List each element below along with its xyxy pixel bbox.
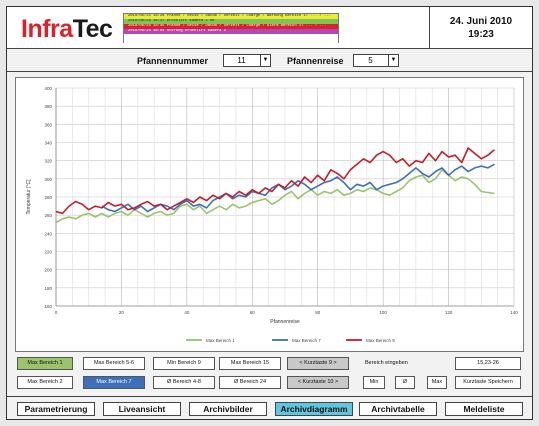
y-tick-label: 360: [44, 122, 52, 127]
max-bereich-1-button[interactable]: Max Bereich 1: [17, 357, 73, 370]
y-tick-label: 300: [44, 177, 52, 182]
x-axis-label: Pfannenreise: [270, 319, 300, 325]
series-line: [55, 147, 495, 215]
nav-archivbilder[interactable]: Archivbilder: [189, 402, 267, 416]
y-tick-label: 180: [44, 286, 52, 291]
kurztaste-9-button[interactable]: < Kurztaste 9 >: [287, 357, 349, 370]
x-tick-label: 40: [184, 310, 190, 315]
x-tick-label: 140: [510, 310, 518, 315]
date-time-display: 24. Juni 2010 19:23: [429, 7, 532, 48]
message-item[interactable]: 2010/06/24 18:45 Pfanne / Reise / Datum …: [124, 24, 338, 29]
pfanne-selector-row: Pfannennummer 11 ▼ Pfannenreise 5 ▼: [7, 50, 532, 72]
x-tick-label: 0: [55, 310, 58, 315]
nav-parametrierung[interactable]: Parametrierung: [17, 402, 95, 416]
chevron-down-icon: ▼: [260, 55, 270, 66]
min-button[interactable]: Min: [363, 376, 385, 389]
avg-bereich-24-button[interactable]: Ø Bereich 24: [219, 376, 281, 389]
x-tick-label: 60: [250, 310, 256, 315]
message-item[interactable]: 2010/06/24 18:17 Drucklift Kamera 1 OK: [124, 19, 338, 24]
message-item[interactable]: 2010/06/24 18:04 Störung Drucklift Kamer…: [124, 29, 338, 34]
message-item-empty: [124, 39, 338, 44]
bottom-navigation: Parametrierung Liveansicht Archivbilder …: [7, 396, 532, 420]
y-tick-label: 380: [44, 104, 52, 109]
series-line: [55, 169, 495, 224]
legend-label: Max Bereich 7: [292, 338, 321, 343]
max-bereich-5-6-button[interactable]: Max Bereich 5-6: [83, 357, 145, 370]
y-tick-label: 280: [44, 195, 52, 200]
y-tick-label: 200: [44, 268, 52, 273]
message-panel[interactable]: 2010/06/24 18:28 Pfanne / Reise / Datum …: [123, 13, 339, 44]
header: InfraTec 2010/06/24 18:28 Pfanne / Reise…: [7, 7, 532, 49]
y-tick-label: 260: [44, 213, 52, 218]
x-tick-label: 100: [379, 310, 387, 315]
message-item[interactable]: 2010/06/24 18:28 Pfanne / Reise / Datum …: [124, 14, 338, 19]
max-bereich-15-button[interactable]: Max Bereich 15: [219, 357, 281, 370]
x-tick-label: 80: [315, 310, 321, 315]
max-button[interactable]: Max: [427, 376, 447, 389]
series-line: [101, 163, 495, 213]
kurztaste-10-button[interactable]: < Kurztaste 10 >: [287, 376, 349, 389]
main-frame: InfraTec 2010/06/24 18:28 Pfanne / Reise…: [6, 6, 533, 420]
legend-label: Max Bereich 9: [366, 338, 395, 343]
date-text: 24. Juni 2010: [449, 16, 513, 27]
message-item-empty: [124, 34, 338, 39]
nav-liveansicht[interactable]: Liveansicht: [103, 402, 181, 416]
x-tick-label: 120: [445, 310, 453, 315]
max-bereich-2-button[interactable]: Max Bereich 2: [17, 376, 73, 389]
infratec-logo: InfraTec: [21, 15, 113, 43]
chevron-down-icon: ▼: [388, 55, 398, 66]
bereich-eingeben-label: Bereich eingeben: [365, 360, 408, 366]
pfannenreise-label: Pfannenreise: [287, 56, 344, 66]
max-bereich-7-button[interactable]: Max Bereich 7: [83, 376, 145, 389]
archive-chart: 160 180 200 220 240 260 280 300 320 340 360 380 400 0…: [15, 77, 524, 352]
y-tick-label: 160: [44, 304, 52, 309]
chart-svg: 160 180 200 220 240 260 280 300 320 340 360 380 400 0…: [26, 86, 518, 343]
nav-meldeliste[interactable]: Meldeliste: [445, 402, 523, 416]
y-tick-label: 220: [44, 250, 52, 255]
nav-archivdiagramm[interactable]: Archivdiagramm: [275, 402, 353, 416]
legend-label: Max Bereich 1: [206, 338, 235, 343]
y-axis-label: Temperatur [°C]: [26, 179, 32, 215]
x-tick-label: 20: [119, 310, 125, 315]
bereich-input[interactable]: 15,23-26: [455, 357, 521, 370]
pfannennummer-label: Pfannennummer: [137, 56, 209, 66]
pfannenreise-select[interactable]: 5 ▼: [353, 54, 399, 67]
time-text: 19:23: [468, 29, 494, 40]
y-tick-label: 240: [44, 231, 52, 236]
min-bereich-9-button[interactable]: Min Bereich 9: [153, 357, 215, 370]
y-tick-label: 340: [44, 141, 52, 146]
y-tick-label: 400: [44, 86, 52, 91]
nav-archivtabelle[interactable]: Archivtabelle: [359, 402, 437, 416]
pfannennummer-select[interactable]: 11 ▼: [223, 54, 271, 67]
avg-bereich-4-8-button[interactable]: Ø Bereich 4-8: [153, 376, 215, 389]
kurztaste-speichern-button[interactable]: Kurztaste Speichern: [455, 376, 521, 389]
y-tick-label: 320: [44, 159, 52, 164]
avg-button[interactable]: Ø: [395, 376, 415, 389]
